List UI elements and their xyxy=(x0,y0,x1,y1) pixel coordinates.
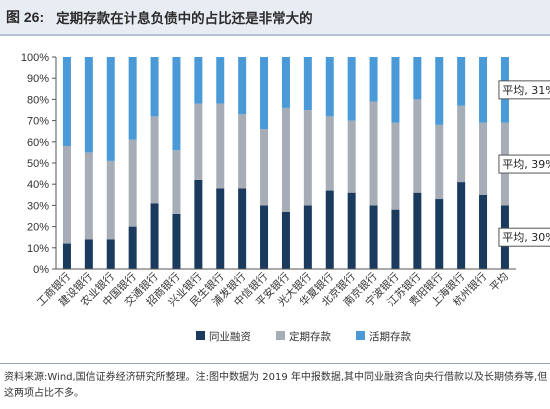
bar-segment xyxy=(325,57,334,117)
bar-segment xyxy=(391,122,400,210)
bar-segment xyxy=(216,188,225,269)
bar-segment xyxy=(260,57,269,130)
bar-segment xyxy=(172,150,181,214)
bar-segment xyxy=(391,209,400,269)
bar-segment xyxy=(106,160,115,240)
bar-segment xyxy=(303,205,312,269)
legend-label: 活期存款 xyxy=(369,330,411,343)
bar-segment xyxy=(435,124,444,200)
bar-segment xyxy=(457,182,466,269)
bar-segment xyxy=(260,205,269,269)
bars-group xyxy=(62,57,509,269)
legend-swatch xyxy=(196,331,205,340)
bar-segment xyxy=(128,139,137,227)
bar-segment xyxy=(435,199,444,269)
annotation-box xyxy=(498,154,550,174)
bar-segment xyxy=(413,99,422,193)
legend-label: 同业融资 xyxy=(209,331,251,343)
bar-segment xyxy=(281,57,290,108)
bar-segment xyxy=(194,179,203,269)
bar-segment xyxy=(172,213,181,269)
annotation-label: 平均, 31% xyxy=(502,84,550,97)
bar-segment xyxy=(369,205,378,269)
bar-segment xyxy=(369,101,378,206)
bar-segment xyxy=(347,120,356,193)
x-tick-label: 平均 xyxy=(488,271,511,294)
legend-swatch xyxy=(276,331,285,340)
bar-segment xyxy=(84,57,93,153)
bar-segment xyxy=(128,226,137,269)
bar-segment xyxy=(84,239,93,269)
y-tick-label: 90% xyxy=(27,73,49,85)
bar-segment xyxy=(238,57,247,115)
y-axis: 0% 10% 20% 30% 40% 50% 60% 70% 80% 90% 100% xyxy=(21,52,57,276)
y-tick-label: 0% xyxy=(33,264,49,276)
bar-segment xyxy=(325,116,334,191)
bar-segment xyxy=(62,146,71,244)
bar-segment xyxy=(479,194,488,269)
bar-segment xyxy=(281,211,290,269)
y-tick-label: 70% xyxy=(27,116,49,128)
bar-segment xyxy=(106,57,115,161)
bar-segment xyxy=(62,243,71,269)
bar-segment xyxy=(457,105,466,183)
bar-segment xyxy=(479,57,488,123)
annotations-group: 平均, 31% 平均, 39% 平均, 30% xyxy=(498,80,550,247)
bar-segment xyxy=(62,57,71,147)
bar-segment xyxy=(435,57,444,125)
bar-segment xyxy=(194,57,203,104)
annotation-label: 平均, 30% xyxy=(502,231,550,244)
y-tick-label: 100% xyxy=(21,52,49,64)
bar-segment xyxy=(303,110,312,206)
bar-segment xyxy=(347,192,356,269)
annotation-box xyxy=(498,227,550,247)
figure-label: 图 26: xyxy=(6,9,45,25)
y-tick-label: 30% xyxy=(27,200,49,212)
footer-divider xyxy=(0,363,550,364)
bar-segment xyxy=(260,129,269,206)
legend-swatch xyxy=(356,331,365,340)
bar-segment xyxy=(281,107,290,212)
bar-segment xyxy=(325,190,334,269)
legend: 同业融资 定期存款 活期存款 xyxy=(196,330,411,343)
bar-segment xyxy=(150,203,159,269)
bar-segment xyxy=(303,57,312,110)
y-tick-label: 50% xyxy=(27,158,49,170)
bar-segment xyxy=(238,188,247,269)
bar-segment xyxy=(479,122,488,195)
bar-segment xyxy=(106,239,115,269)
bar-segment xyxy=(457,57,466,106)
bar-segment xyxy=(391,57,400,123)
bar-segment xyxy=(369,57,378,102)
bar-segment xyxy=(172,57,181,151)
y-tick-label: 10% xyxy=(27,243,49,255)
bar-segment xyxy=(413,192,422,269)
y-tick-label: 20% xyxy=(27,222,49,234)
bar-segment xyxy=(347,57,356,121)
bar-segment xyxy=(128,57,137,140)
annotation-label: 平均, 39% xyxy=(502,158,550,171)
bar-segment xyxy=(84,152,93,240)
source-note: 资料来源:Wind,国信证券经济研究所整理。注:图中数据为 2019 年中报数据… xyxy=(4,372,548,399)
bar-segment xyxy=(216,103,225,189)
annotation-box xyxy=(498,80,550,100)
y-tick-label: 60% xyxy=(27,137,49,149)
legend-label: 定期存款 xyxy=(289,330,331,343)
x-axis: 工商银行建设银行农业银行中国银行交通银行招商银行兴业银行民生银行浦发银行中信银行… xyxy=(34,268,516,309)
bar-segment xyxy=(150,57,159,117)
bar-segment xyxy=(194,103,203,180)
bar-segment xyxy=(150,116,159,204)
bar-segment xyxy=(238,114,247,189)
figure-title-bar: 图 26: 定期存款在计息负债中的占比还是非常大的 xyxy=(0,0,550,36)
bar-segment xyxy=(413,57,422,100)
bar-segment xyxy=(216,57,225,104)
stacked-bar-chart: 0% 10% 20% 30% 40% 50% 60% 70% 80% 90% 100% 工商银行建设… xyxy=(21,52,550,343)
y-tick-label: 40% xyxy=(27,179,49,191)
y-tick-label: 80% xyxy=(27,94,49,106)
figure-title: 定期存款在计息负债中的占比还是非常大的 xyxy=(56,11,313,27)
